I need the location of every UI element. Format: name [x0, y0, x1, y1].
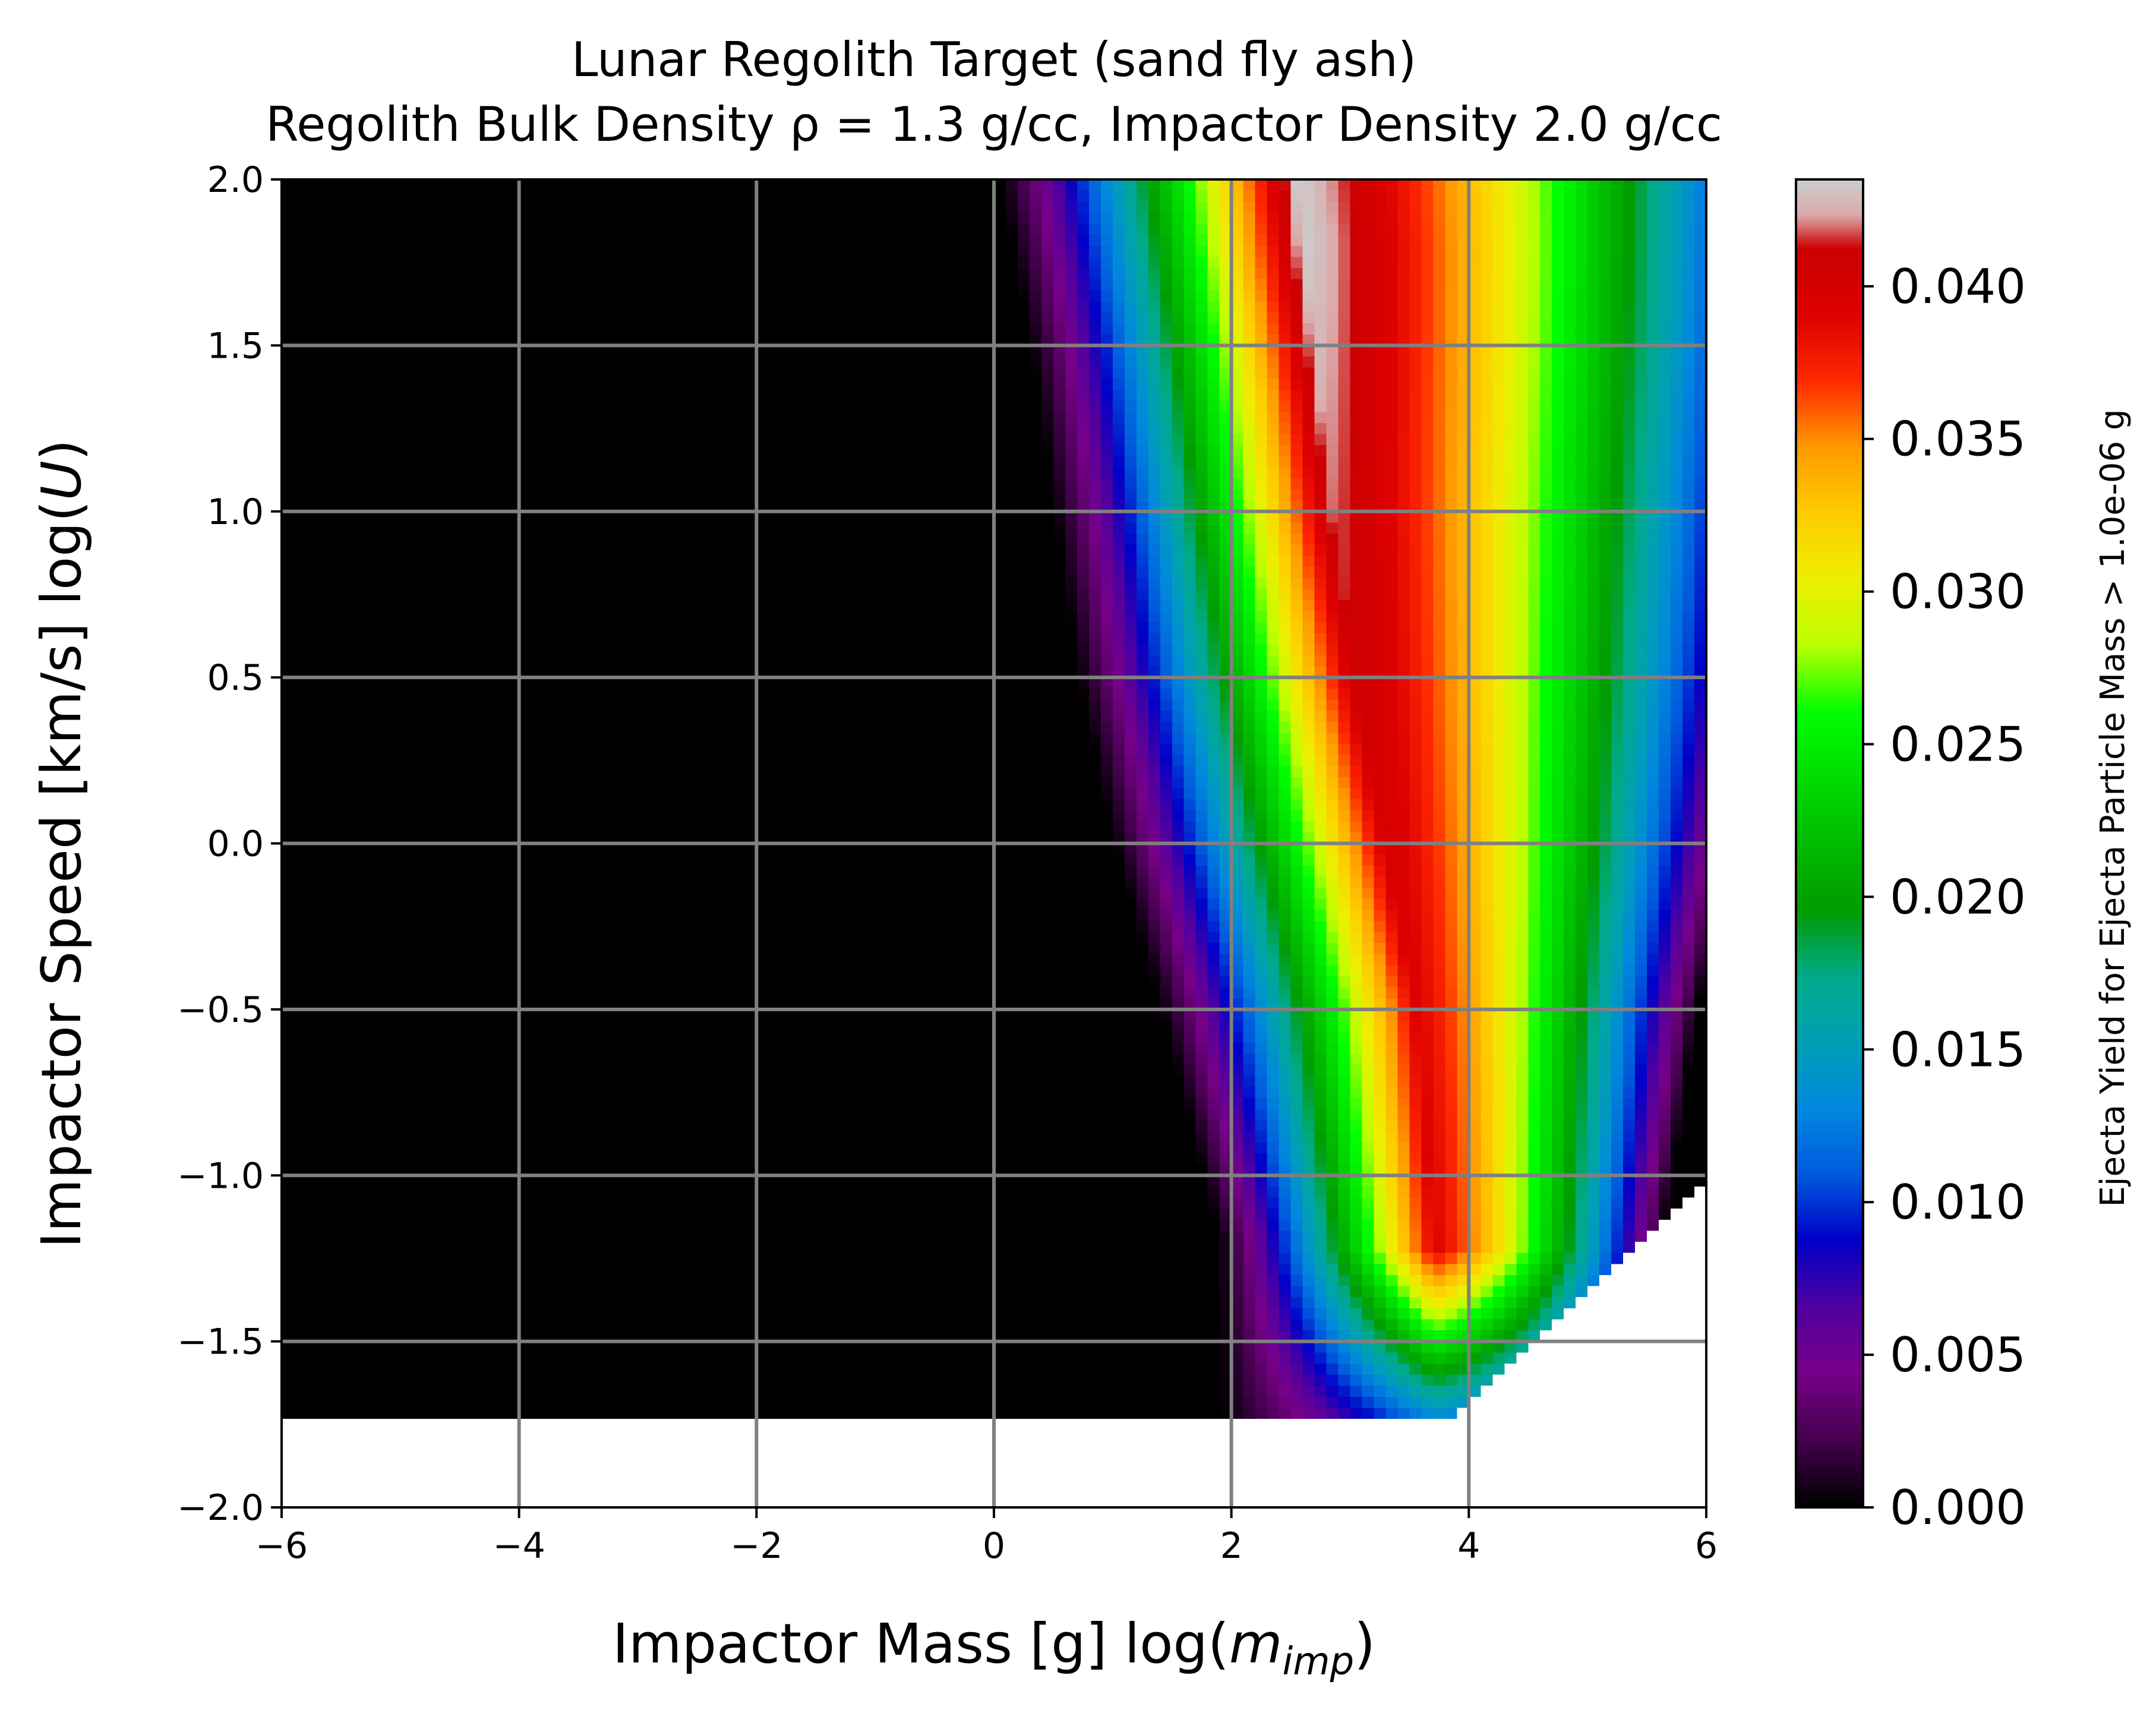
x-axis-label: Impactor Mass [g] log(mimp) — [613, 1612, 1375, 1684]
y-tick-label: −1.0 — [177, 1155, 264, 1197]
colorbar-ticks: 0.000 0.005 0.010 0.015 0.020 0.025 0.030 0.035… — [1863, 259, 2026, 1535]
y-tick-label: 1.0 — [207, 491, 264, 533]
colorbar-tick-label: 0.030 — [1890, 564, 2026, 620]
colorbar-frame — [1795, 178, 1864, 1509]
x-tick-label: 2 — [1220, 1525, 1243, 1567]
colorbar-tick-label: 0.040 — [1890, 259, 2026, 314]
x-tick-label: 0 — [983, 1525, 1005, 1567]
colorbar-gradient — [1796, 179, 1863, 1507]
x-tick-label: −4 — [493, 1525, 545, 1567]
y-tick-label: 2.0 — [207, 159, 264, 201]
colorbar: 0.000 0.005 0.010 0.015 0.020 0.025 0.030 0.035… — [1795, 178, 2132, 1535]
y-tick-label: 0.5 — [207, 657, 264, 699]
x-tick-label: 6 — [1695, 1525, 1718, 1567]
x-tick-label: −6 — [255, 1525, 308, 1567]
x-tick-label: −2 — [730, 1525, 782, 1567]
grid-lines — [282, 179, 1706, 1507]
y-axis: −2.0 −1.5 −1.0 −0.5 0.0 0.5 1.0 1.5 2.0 — [177, 159, 282, 1529]
chart-title: Lunar Regolith Target (sand fly ash) — [572, 32, 1416, 87]
colorbar-tick-label: 0.035 — [1890, 412, 2026, 467]
colorbar-tick-label: 0.005 — [1890, 1327, 2026, 1383]
y-tick-label: 1.5 — [207, 325, 264, 367]
y-tick-label: −0.5 — [177, 989, 264, 1031]
colorbar-tick-label: 0.020 — [1890, 869, 2026, 925]
y-axis-label: Impactor Speed [km/s] log(U) — [30, 439, 93, 1248]
y-tick-label: 0.0 — [207, 824, 264, 865]
chart-subtitle: Regolith Bulk Density ρ = 1.3 g/cc, Impa… — [266, 97, 1722, 152]
colorbar-tick-label: 0.010 — [1890, 1175, 2026, 1230]
x-tick-label: 4 — [1457, 1525, 1480, 1567]
x-axis: −6 −4 −2 0 2 4 6 — [255, 1507, 1718, 1567]
colorbar-tick-label: 0.000 — [1890, 1480, 2026, 1535]
colorbar-label: Ejecta Yield for Ejecta Particle Mass > … — [2094, 409, 2132, 1207]
y-tick-label: −1.5 — [177, 1321, 264, 1363]
colorbar-tick-label: 0.015 — [1890, 1022, 2026, 1077]
colorbar-tick-label: 0.025 — [1890, 717, 2026, 772]
y-tick-label: −2.0 — [177, 1487, 264, 1529]
plot-area — [280, 178, 1707, 1509]
